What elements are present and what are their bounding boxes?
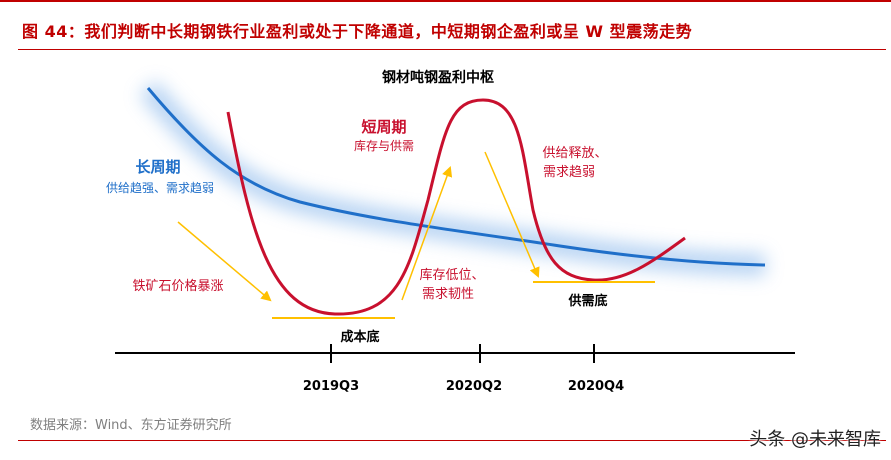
supply-annotation-line2: 需求趋弱 xyxy=(543,165,595,180)
ore-annotation: 铁矿石价格暴涨 xyxy=(132,278,223,294)
bottom-separator xyxy=(18,440,886,441)
watermark: 头条 @未来智库 xyxy=(749,429,881,450)
inventory-annotation-line2: 需求韧性 xyxy=(422,287,474,302)
short-cycle-title: 短周期 xyxy=(361,118,406,136)
ore-arrow xyxy=(177,221,272,302)
timeline-label-2019q3: 2019Q3 xyxy=(303,379,359,394)
long-cycle-curve xyxy=(146,87,766,267)
center-label: 钢材吨钢盈利中枢 xyxy=(382,69,494,86)
top-rule xyxy=(0,0,891,2)
inventory-arrow xyxy=(401,166,453,301)
inventory-annotation-line1: 库存低位、 xyxy=(419,267,484,283)
supply-annotation-line1: 供给释放、 xyxy=(542,146,607,161)
long-cycle-desc: 供给趋强、需求趋弱 xyxy=(106,181,214,195)
timeline-label-2020q2: 2020Q2 xyxy=(446,379,502,394)
long-cycle-title: 长周期 xyxy=(135,158,180,176)
timeline-label-2020q4: 2020Q4 xyxy=(568,379,624,394)
source-note: 数据来源：Wind、东方证券研究所 xyxy=(30,418,232,433)
title-separator xyxy=(18,49,886,50)
short-cycle-desc: 库存与供需 xyxy=(354,138,414,153)
figure-title: 图 44：我们判断中长期钢铁行业盈利或处于下降通道，中短期钢企盈利或呈 W 型震… xyxy=(22,22,693,41)
short-cycle-curve xyxy=(226,98,686,316)
cost-bottom-label: 成本底 xyxy=(340,329,379,345)
supply-arrow xyxy=(484,151,540,278)
supply-bottom-label: 供需底 xyxy=(567,293,607,309)
